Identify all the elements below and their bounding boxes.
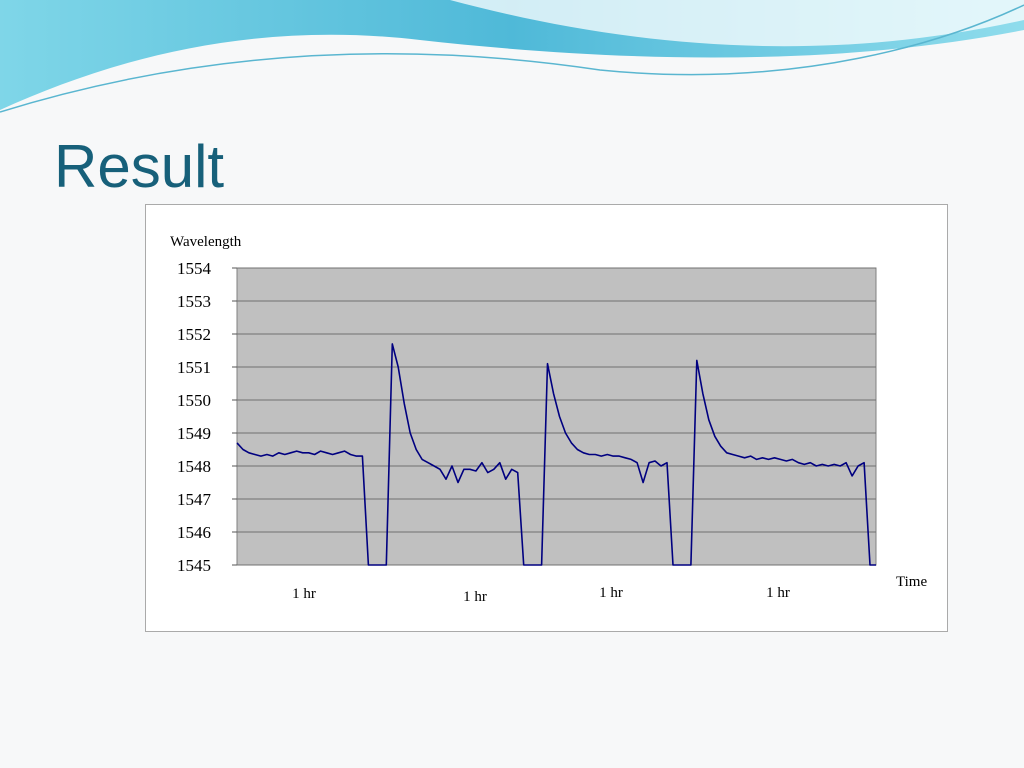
y-tick-label: 1554 xyxy=(177,259,212,278)
y-tick-label: 1547 xyxy=(177,490,212,509)
header-wave-highlight xyxy=(450,0,1024,47)
annotation: 1 hr xyxy=(766,585,790,601)
slide-title: Result xyxy=(54,133,224,200)
plot-area xyxy=(236,267,877,566)
y-tick-label: 1551 xyxy=(177,358,211,377)
y-tick-label: 1552 xyxy=(177,325,211,344)
data-line xyxy=(236,343,876,566)
y-tick-label: 1549 xyxy=(177,424,211,443)
y-tick-label: 1553 xyxy=(177,292,211,311)
y-tick-label: 1548 xyxy=(177,457,211,476)
annotation: 1 hr xyxy=(292,586,316,602)
y-axis-label: Wavelength xyxy=(170,234,242,250)
annotation: 1 hr xyxy=(463,589,487,605)
y-tick-label: 1550 xyxy=(177,391,211,410)
y-tick-label: 1546 xyxy=(177,523,211,542)
chart: 1545 1546 1547 1548 1549 1550 1551 1552 1553 1554… xyxy=(170,234,927,605)
annotation: 1 hr xyxy=(599,585,623,601)
x-axis-label: Time xyxy=(896,574,927,590)
header-line xyxy=(0,4,1024,113)
y-tick-label: 1545 xyxy=(177,556,211,575)
